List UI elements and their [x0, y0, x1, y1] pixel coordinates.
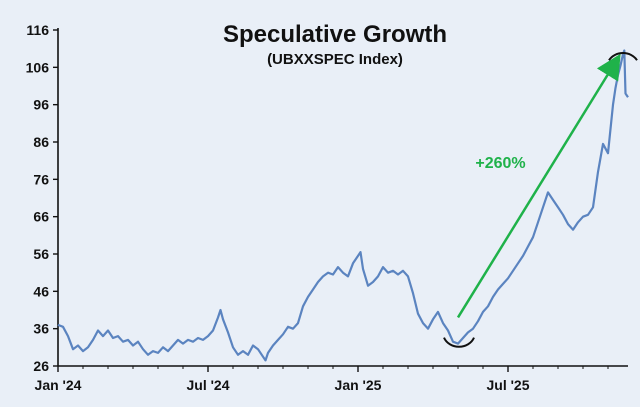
- peak-marker: [608, 52, 638, 61]
- chart-title: Speculative Growth: [223, 21, 447, 48]
- y-tick-label: 56: [33, 246, 49, 262]
- y-tick-label: 46: [33, 283, 49, 299]
- y-tick-label: 96: [33, 97, 49, 113]
- x-axis: Jan '24 Jul '24 Jan '25 Jul '25: [35, 365, 628, 393]
- x-tick-label: Jul '25: [486, 377, 529, 393]
- y-tick-label: 106: [26, 59, 50, 75]
- y-tick-label: 116: [26, 22, 49, 38]
- y-axis: 116 106 96 86 76 66 56 46 36 26: [26, 22, 59, 374]
- series-line: [57, 49, 629, 362]
- y-tick-label: 76: [33, 171, 49, 187]
- y-tick-label: 66: [33, 209, 49, 225]
- y-tick-label: 86: [33, 134, 49, 150]
- annotations: +260%: [443, 52, 638, 348]
- y-tick-label: 26: [33, 358, 49, 374]
- chart-subtitle: (UBXXSPEC Index): [267, 51, 403, 68]
- growth-label: +260%: [475, 155, 525, 172]
- x-tick-label: Jul '24: [186, 377, 229, 393]
- x-tick-label: Jan '25: [335, 377, 382, 393]
- growth-arrow: [456, 53, 621, 319]
- x-tick-label: Jan '24: [35, 377, 82, 393]
- trough-marker: [443, 337, 475, 348]
- plot-area: [57, 49, 629, 362]
- y-tick-label: 36: [33, 321, 49, 337]
